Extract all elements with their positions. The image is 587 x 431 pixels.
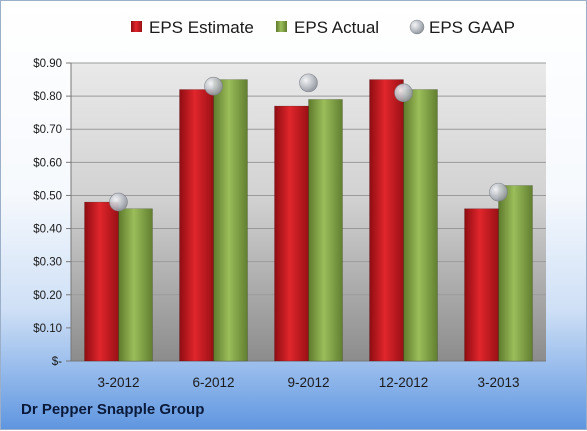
bar-eps-actual	[213, 79, 248, 362]
bar-eps-estimate	[369, 79, 404, 362]
y-tick-label: $0.60	[33, 157, 62, 169]
x-tick-label: 3-2013	[477, 375, 519, 390]
marker-eps-gaap	[489, 182, 508, 202]
company-name: Dr Pepper Snapple Group	[21, 401, 205, 418]
y-tick-label: $0.80	[33, 91, 62, 103]
bar-eps-actual	[118, 208, 153, 362]
y-tick-label: $0.90	[33, 58, 62, 70]
y-axis: $- $0.10 $0.20 $0.30 $0.40 $0.50 $0.60 $0.70 $0.…	[33, 58, 62, 368]
x-tick-label: 12-2012	[379, 375, 429, 390]
y-tick-label: $0.40	[33, 224, 62, 236]
y-tick-label: $-	[52, 356, 62, 368]
gaap-markers	[109, 73, 508, 212]
bar-eps-actual	[308, 99, 343, 362]
legend-label: EPS GAAP	[429, 18, 515, 37]
legend-label: EPS Actual	[294, 18, 379, 37]
x-tick-label: 3-2012	[97, 375, 139, 390]
bar-eps-actual	[498, 185, 533, 362]
bar-eps-estimate	[274, 105, 309, 362]
marker-eps-gaap	[299, 73, 318, 93]
legend-swatch-eps-actual	[276, 21, 287, 32]
y-tick-label: $0.30	[33, 257, 62, 269]
legend: EPS Estimate EPS Actual EPS GAAP	[131, 18, 515, 37]
bar-eps-estimate	[84, 201, 119, 362]
marker-eps-gaap	[204, 76, 223, 96]
legend-swatch-eps-estimate	[131, 21, 142, 32]
x-tick-label: 9-2012	[287, 375, 329, 390]
bar-eps-estimate	[179, 89, 214, 362]
y-tick-label: $0.10	[33, 323, 62, 335]
x-tick-label: 6-2012	[192, 375, 234, 390]
bar-eps-estimate	[464, 208, 499, 362]
marker-eps-gaap	[394, 83, 413, 103]
legend-swatch-eps-gaap	[409, 19, 425, 35]
marker-eps-gaap	[109, 192, 128, 212]
legend-label: EPS Estimate	[149, 18, 254, 37]
y-tick-label: $0.70	[33, 124, 62, 136]
x-axis: 3-2012 6-2012 9-2012 12-2012 3-2013	[97, 375, 519, 390]
y-tick-label: $0.20	[33, 290, 62, 302]
y-tick-label: $0.50	[33, 190, 62, 202]
bars	[84, 79, 533, 362]
bar-eps-actual	[403, 89, 438, 362]
